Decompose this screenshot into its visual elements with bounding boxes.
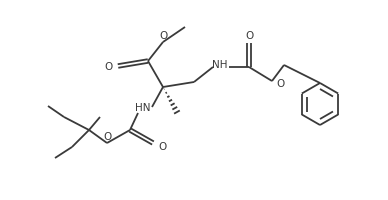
Text: O: O	[105, 62, 113, 72]
Text: O: O	[158, 141, 166, 151]
Text: O: O	[103, 131, 111, 141]
Text: O: O	[276, 79, 284, 89]
Text: HN: HN	[135, 102, 151, 112]
Text: O: O	[159, 31, 167, 41]
Text: O: O	[245, 31, 253, 41]
Text: NH: NH	[212, 60, 228, 70]
